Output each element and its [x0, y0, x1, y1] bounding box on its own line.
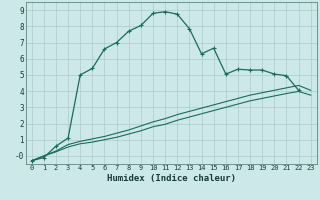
X-axis label: Humidex (Indice chaleur): Humidex (Indice chaleur) [107, 174, 236, 183]
